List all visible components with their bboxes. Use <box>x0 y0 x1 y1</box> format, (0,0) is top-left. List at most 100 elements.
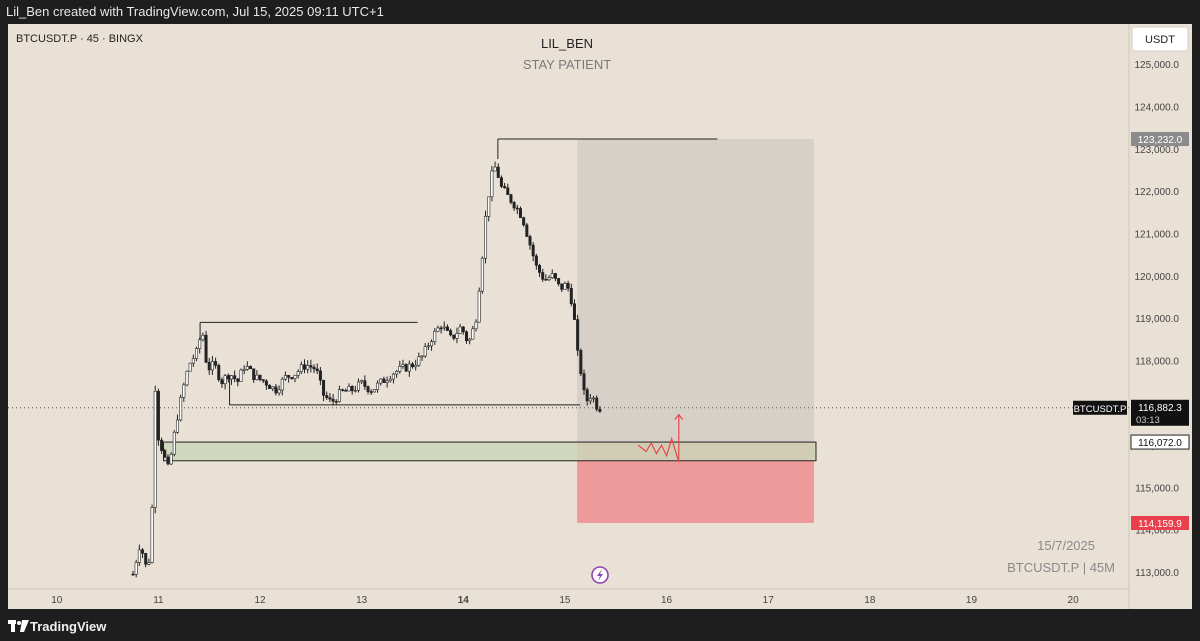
x-tick-label: 10 <box>51 595 63 606</box>
candle-body <box>360 380 364 383</box>
x-tick-label: 17 <box>763 595 775 606</box>
candle-body <box>458 326 462 334</box>
candle-body <box>474 321 478 330</box>
projection-arrow-icon <box>674 413 684 421</box>
candle-body <box>404 364 408 372</box>
symbol-tag[interactable] <box>1073 400 1127 415</box>
candle-body <box>531 244 535 257</box>
candle-body <box>299 364 303 372</box>
candle-body <box>350 386 354 392</box>
candle-body <box>163 450 167 458</box>
y-tick-label: 119,000.0 <box>1135 314 1179 325</box>
candle-body <box>433 330 437 342</box>
candle-body <box>191 358 195 364</box>
candle-body <box>534 255 538 266</box>
candle-body <box>461 326 465 333</box>
x-tick-label: 19 <box>966 595 978 606</box>
candle-body <box>563 283 567 290</box>
candle-body <box>169 453 173 465</box>
candle-body <box>353 389 357 392</box>
chart-subtitle: STAY PATIENT <box>523 57 611 72</box>
last-price-tag[interactable] <box>1131 399 1189 426</box>
y-tick-label: 113,000.0 <box>1135 568 1179 579</box>
candle-body <box>264 380 268 386</box>
candle-body <box>509 194 513 203</box>
candle-body <box>576 319 580 351</box>
candle-body <box>553 273 557 279</box>
stop-price-label: 114,159.9 <box>1138 519 1182 530</box>
candle-body <box>156 390 160 441</box>
candle-body <box>144 553 148 565</box>
candle-body <box>388 378 392 382</box>
entry-price-tag[interactable] <box>1130 434 1190 450</box>
candle-body <box>229 375 233 380</box>
y-tick-label: 123,000.0 <box>1135 145 1180 156</box>
y-tick-label: 118,000.0 <box>1135 356 1179 367</box>
candle-body <box>480 257 484 292</box>
candle-body <box>344 389 348 392</box>
demand-zone[interactable] <box>162 441 817 462</box>
candle-body <box>598 408 602 412</box>
candle-body <box>582 373 586 391</box>
candle-body <box>484 216 488 259</box>
candle-body <box>357 381 361 391</box>
candle-body <box>312 366 316 370</box>
candle-body <box>188 362 192 372</box>
candle-body <box>544 279 548 281</box>
watermark-symbol: BTCUSDT.P | 45M <box>1007 560 1115 575</box>
candle-body <box>153 390 157 508</box>
candle-body <box>550 273 554 279</box>
candle-body <box>449 330 453 336</box>
candle-body <box>325 395 329 398</box>
candle-body <box>328 397 332 400</box>
candle-body <box>385 380 389 383</box>
candle-body <box>261 379 265 382</box>
candle-body <box>137 549 141 563</box>
candle-body <box>274 386 278 394</box>
candle-body <box>309 365 313 368</box>
candle-body <box>518 208 522 218</box>
candle-body <box>496 166 500 178</box>
candle-body <box>588 398 592 402</box>
candle-body <box>296 371 300 376</box>
footer-bar: TradingView <box>0 612 1200 641</box>
candle-body <box>280 378 284 391</box>
candle-body <box>547 277 551 281</box>
projection-path[interactable] <box>637 414 680 463</box>
candle-body <box>185 370 189 386</box>
candle-body <box>515 207 519 210</box>
x-tick-label: 16 <box>661 595 673 606</box>
lightning-icon[interactable] <box>591 566 609 584</box>
candle-body <box>318 370 322 381</box>
target-zone[interactable] <box>577 139 814 443</box>
candle-body <box>217 365 221 381</box>
candle-body <box>566 283 570 289</box>
candle-body <box>557 278 561 285</box>
candle-body <box>134 562 138 575</box>
target-price-tag[interactable] <box>1131 132 1189 147</box>
candle-body <box>401 364 405 367</box>
candle-body <box>249 366 253 370</box>
tradingview-logo-icon <box>8 620 29 632</box>
chart-canvas[interactable]: 125,000.0 124,000.0 123,000.0 122,000.0 121,… <box>8 24 1192 609</box>
candle-body <box>541 272 545 280</box>
symbol-info[interactable]: BTCUSDT.P · 45 · BINGX <box>16 33 144 45</box>
candle-body <box>242 369 246 371</box>
stop-price-tag[interactable] <box>1131 515 1189 530</box>
candle-body <box>522 217 526 226</box>
currency-button[interactable] <box>1131 26 1189 52</box>
candle-body <box>579 350 583 374</box>
candle-body <box>236 378 240 382</box>
chart-frame: 125,000.0 124,000.0 123,000.0 122,000.0 121,… <box>8 24 1192 609</box>
candle-body <box>147 562 151 565</box>
last-price-label: 116,882.3 <box>1138 403 1182 414</box>
candle-body <box>528 236 532 246</box>
candle-body <box>560 283 564 290</box>
candle-body <box>207 362 211 371</box>
candle-body <box>220 379 224 385</box>
candle-body <box>252 368 256 380</box>
candle-body <box>303 364 307 370</box>
x-tick-label: 14 <box>458 595 470 606</box>
candle-body <box>442 326 446 329</box>
candle-body <box>379 378 383 384</box>
